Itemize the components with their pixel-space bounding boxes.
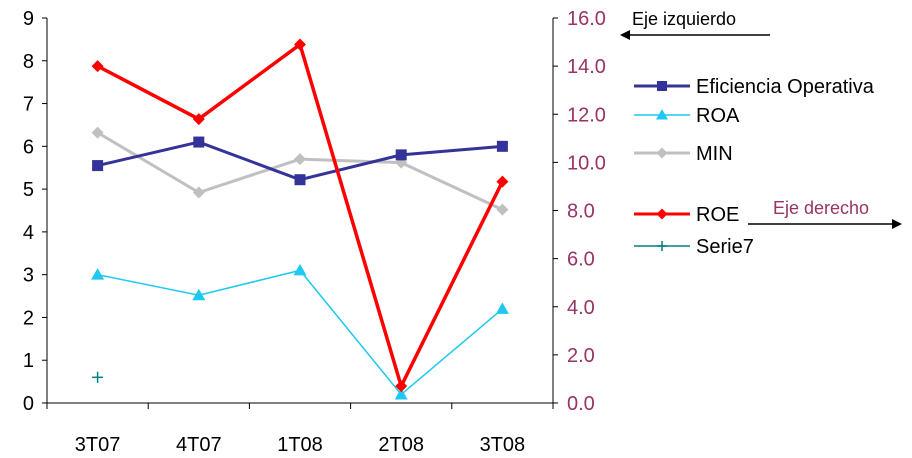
series-eficiencia-operativa [92, 136, 508, 186]
legend-item: ROE [634, 204, 739, 226]
data-point [657, 241, 667, 251]
right-tick-label: 10.0 [567, 152, 606, 174]
annotation-left-axis: Eje izquierdo [632, 9, 736, 29]
x-tick-label: 3T08 [480, 434, 526, 456]
series-line [96, 41, 504, 391]
data-point [657, 81, 667, 91]
annotation-right-axis: Eje derecho [773, 198, 869, 218]
annotations: Eje izquierdo Eje derecho [620, 9, 902, 229]
legend-label: ROE [696, 204, 739, 226]
left-tick-label: 9 [23, 8, 34, 30]
series-line [97, 269, 503, 396]
data-point [192, 288, 206, 301]
x-tick-label: 3T07 [75, 434, 121, 456]
series-min [91, 126, 509, 216]
data-point [496, 140, 508, 152]
right-tick-label: 12.0 [567, 104, 606, 126]
data-point [656, 147, 668, 159]
data-point [496, 175, 509, 188]
data-point [394, 387, 408, 400]
right-tick-label: 14.0 [567, 56, 606, 78]
data-point [293, 263, 307, 276]
legend-item: MIN [634, 143, 733, 165]
data-point [91, 126, 104, 139]
data-point [92, 160, 104, 172]
data-point [395, 149, 407, 161]
left-tick-label: 5 [23, 179, 34, 201]
legend: Eficiencia Operativa ROA MIN ROE Serie7 [634, 76, 875, 258]
x-tick-label: 2T08 [378, 434, 424, 456]
right-tick-label: 6.0 [567, 249, 595, 271]
series-layer [91, 38, 509, 400]
data-point [91, 60, 104, 73]
legend-item: Eficiencia Operativa [634, 76, 875, 98]
series-serie7 [92, 371, 104, 383]
x-tick-label: 4T07 [176, 434, 222, 456]
left-tick-label: 3 [23, 265, 34, 287]
data-point [656, 109, 668, 120]
left-tick-label: 2 [23, 307, 34, 329]
data-point [395, 380, 408, 393]
data-point [294, 153, 306, 166]
legend-label: Serie7 [696, 236, 754, 258]
data-point [294, 38, 306, 51]
right-tick-label: 2.0 [567, 345, 595, 367]
legend-label: MIN [696, 143, 733, 165]
left-tick-label: 0 [23, 393, 34, 415]
legend-item: Serie7 [634, 236, 754, 258]
x-tick-label: 1T08 [277, 434, 323, 456]
data-point [193, 136, 205, 148]
data-point [192, 186, 205, 199]
right-tick-label: 0.0 [567, 393, 595, 415]
data-point [495, 302, 509, 314]
legend-label: ROA [696, 105, 740, 127]
right-tick-label: 8.0 [567, 201, 595, 223]
data-point [92, 371, 104, 383]
left-tick-label: 8 [23, 51, 34, 73]
series-line [96, 131, 504, 212]
legend-item: ROA [634, 105, 740, 127]
axes: 0 1 2 3 4 5 6 7 8 9 0.0 2.0 4.0 6.0 8.0 10.0 12.0 14.0 16.… [23, 8, 606, 456]
data-point [496, 203, 509, 216]
data-point [294, 174, 306, 186]
legend-label: Eficiencia Operativa [696, 76, 875, 98]
right-tick-label: 16.0 [567, 8, 606, 30]
series-roe [91, 38, 509, 393]
left-tick-label: 6 [23, 136, 34, 158]
left-tick-label: 4 [23, 222, 34, 244]
data-point [91, 268, 105, 280]
annotation-right-arrow-head [892, 219, 902, 229]
data-point [192, 113, 205, 126]
annotation-left-arrow-head [620, 30, 630, 40]
data-point [656, 208, 668, 220]
right-tick-label: 4.0 [567, 297, 595, 319]
left-tick-label: 7 [23, 94, 34, 116]
left-tick-label: 1 [23, 350, 34, 372]
series-roa [91, 263, 509, 400]
